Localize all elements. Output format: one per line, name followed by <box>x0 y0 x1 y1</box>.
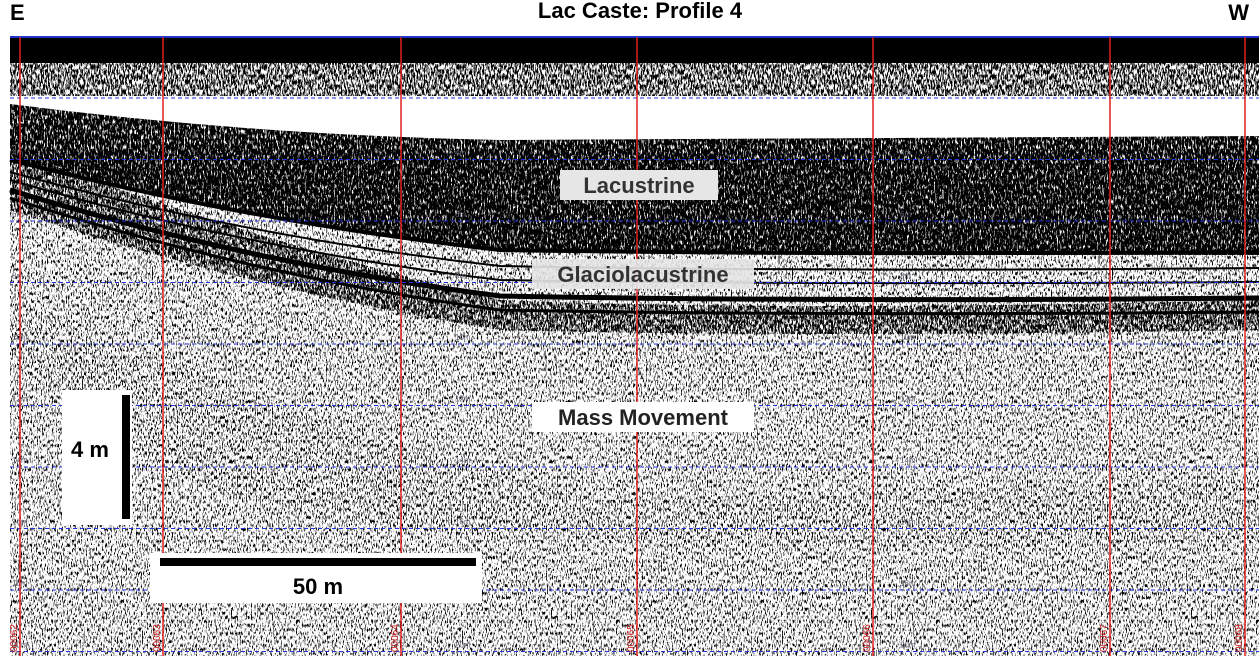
depth-label: 8m <box>12 272 23 281</box>
depth-label: 6m <box>900 210 911 219</box>
fix-label: 00067 <box>1099 624 1110 652</box>
fix-label: 00064 <box>390 624 401 652</box>
depth-label: 12m <box>455 395 471 404</box>
depth-label: 16m <box>900 518 916 527</box>
depth-label: 8m <box>900 272 911 281</box>
depth-label: 4m <box>900 149 911 158</box>
fix-label: 00068 <box>1234 624 1245 652</box>
unit-label: Glaciolacustrine <box>557 262 728 287</box>
depth-label: 14m <box>900 456 916 465</box>
seismic-profile: 2m2m2m4m4m4m6m6m6m8m8m8m10m10m10m12m12m1… <box>0 0 1259 656</box>
depth-label: 4m <box>12 149 23 158</box>
depth-label: 8m <box>455 272 466 281</box>
left-label: E <box>10 0 25 25</box>
depth-label: 6m <box>455 210 466 219</box>
fix-label: 00062 <box>9 624 20 652</box>
horizontal-scale-label: 50 m <box>293 574 343 599</box>
unit-label: Mass Movement <box>558 405 729 430</box>
depth-label: 14m <box>455 456 471 465</box>
surface-band <box>10 37 1259 63</box>
depth-label: 20m <box>455 641 471 650</box>
vertical-scale-bar <box>122 395 130 519</box>
unit-label: Lacustrine <box>583 173 694 198</box>
depth-label: 10m <box>900 333 916 342</box>
fix-label: 00066 <box>862 624 873 652</box>
depth-label: 20m <box>900 641 916 650</box>
water-noise <box>10 62 1259 96</box>
horizontal-scale-bar <box>160 558 476 566</box>
right-label: W <box>1228 0 1249 25</box>
depth-label: 2m <box>900 87 911 96</box>
depth-label: 18m <box>900 579 916 588</box>
depth-label: 6m <box>12 210 23 219</box>
depth-label: 2m <box>455 87 466 96</box>
depth-label: 16m <box>455 518 471 527</box>
fix-label: 00063 <box>152 624 163 652</box>
vertical-scale-label: 4 m <box>71 437 109 462</box>
depth-label: 4m <box>455 149 466 158</box>
depth-label: 2m <box>12 87 23 96</box>
depth-label: 10m <box>455 333 471 342</box>
depth-label: 12m <box>900 395 916 404</box>
title: Lac Caste: Profile 4 <box>538 0 743 23</box>
fix-label: 00065 <box>626 624 637 652</box>
